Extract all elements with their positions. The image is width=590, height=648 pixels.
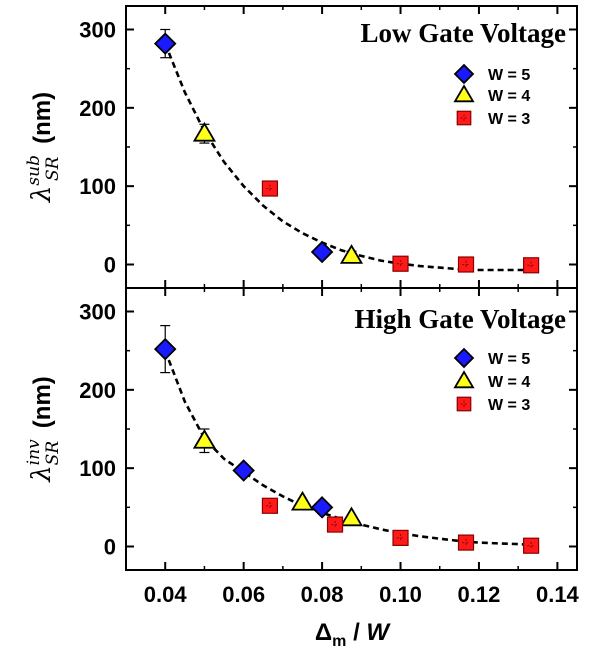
data-point (192, 121, 217, 142)
y-tick-label: 0 (104, 253, 116, 278)
data-point (326, 516, 344, 533)
legend-label: W = 5 (488, 67, 530, 84)
panel-title: Low Gate Voltage (361, 18, 567, 48)
data-point (523, 257, 540, 274)
data-point (339, 506, 364, 527)
y-tick-label: 100 (79, 456, 116, 481)
x-tick-label: 0.08 (301, 582, 344, 607)
data-point (261, 180, 279, 197)
legend-label: W = 5 (488, 351, 530, 368)
data-point (392, 255, 409, 272)
x-tick-label: 0.10 (379, 582, 422, 607)
y-tick-label: 300 (79, 300, 116, 325)
y-axis-label: λinvSR (nm) (24, 376, 63, 483)
legend-marker (453, 347, 475, 369)
legend-label: W = 4 (488, 88, 530, 105)
y-axis-label: λsubSR (nm) (24, 92, 63, 203)
data-point (153, 32, 177, 55)
x-tick-label: 0.14 (536, 582, 580, 607)
legend-marker (453, 370, 475, 389)
data-point (392, 529, 409, 546)
y-tick-label: 200 (79, 378, 116, 403)
data-point (232, 459, 255, 482)
y-tick-label: 0 (104, 535, 116, 560)
x-axis-label: Δm / W (315, 619, 392, 648)
legend-label: W = 3 (488, 397, 530, 414)
legend-marker (456, 396, 472, 412)
panel-2: 0 100 200 300 High Gate Voltage λinvSR (nm) W … (24, 287, 578, 571)
fit-curve (163, 350, 530, 547)
x-tick-label: 0.12 (458, 582, 501, 607)
x-tick-label: 0.04 (144, 582, 188, 607)
data-point (457, 256, 475, 273)
legend-label: W = 4 (488, 374, 530, 391)
legend-marker (453, 63, 475, 85)
data-point (310, 496, 334, 519)
y-tick-label: 300 (79, 18, 116, 43)
fit-curve (163, 43, 530, 272)
data-point (457, 534, 475, 551)
data-point (290, 490, 315, 511)
data-point (153, 337, 177, 361)
x-tick-label: 0.06 (222, 582, 265, 607)
data-point (310, 240, 334, 264)
data-point (261, 497, 279, 514)
panel-1: 0 100 200 300 Low Gate Voltage λsubSR (nm) W =… (24, 5, 578, 289)
panel-title: High Gate Voltage (354, 304, 566, 334)
y-tick-label: 200 (79, 96, 116, 121)
y-tick-label: 100 (79, 174, 116, 199)
legend-marker (453, 84, 475, 103)
data-point (523, 537, 540, 554)
data-point (192, 428, 217, 449)
data-point (339, 244, 364, 264)
legend-marker (456, 110, 472, 126)
legend-label: W = 3 (488, 111, 530, 128)
